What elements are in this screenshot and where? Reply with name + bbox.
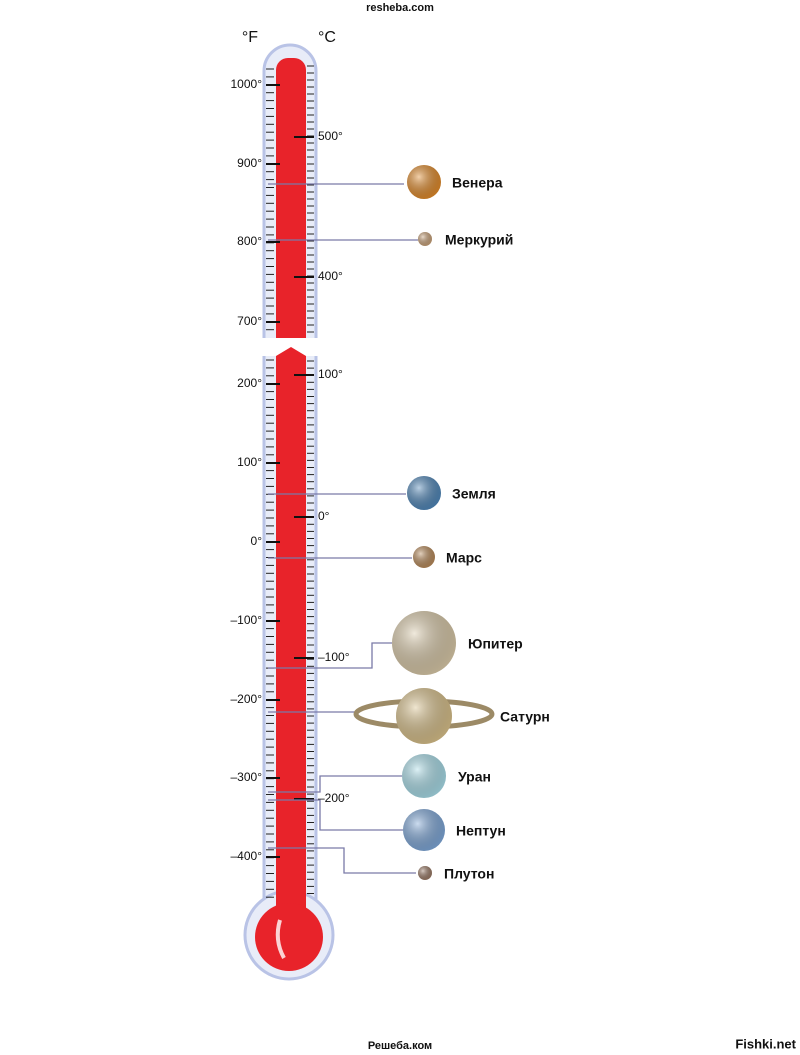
unit-f: °F bbox=[242, 29, 258, 46]
watermark: Fishki.net bbox=[735, 1036, 796, 1051]
f-tick-label: 0° bbox=[251, 534, 263, 548]
leader-line bbox=[268, 775, 402, 793]
c-tick-label: –100° bbox=[318, 650, 350, 664]
f-tick-label: 100° bbox=[237, 455, 262, 469]
planet-name: Венера bbox=[452, 175, 503, 191]
leader-line bbox=[268, 847, 416, 874]
leader-line bbox=[268, 799, 403, 831]
c-tick-label: 500° bbox=[318, 129, 343, 143]
f-tick-label: 700° bbox=[237, 314, 262, 328]
c-tick-label: 0° bbox=[318, 509, 330, 523]
header: resheba.com bbox=[366, 2, 434, 14]
planet-shade bbox=[418, 232, 432, 246]
planet-shade bbox=[403, 809, 445, 851]
planet-name: Уран bbox=[458, 769, 491, 785]
c-tick-label: –200° bbox=[318, 791, 350, 805]
f-tick-label: 900° bbox=[237, 156, 262, 170]
planet-name: Меркурий bbox=[445, 232, 513, 248]
planet-name: Сатурн bbox=[500, 709, 550, 725]
planet-name: Плутон bbox=[444, 866, 494, 882]
f-tick-label: –300° bbox=[231, 770, 263, 784]
f-tick-label: –400° bbox=[231, 849, 263, 863]
planet-shade bbox=[392, 611, 456, 675]
planet-name: Нептун bbox=[456, 823, 506, 839]
planet-name: Юпитер bbox=[468, 636, 523, 652]
c-tick-label: 100° bbox=[318, 367, 343, 381]
f-tick-label: 1000° bbox=[231, 77, 263, 91]
planet-name: Марс bbox=[446, 550, 482, 566]
planet-shade bbox=[413, 546, 435, 568]
unit-c: °C bbox=[318, 29, 336, 46]
planet-name: Земля bbox=[452, 486, 496, 502]
planet-shade bbox=[407, 165, 441, 199]
footer: Решеба.ком bbox=[368, 1040, 432, 1052]
c-tick-label: 400° bbox=[318, 269, 343, 283]
planet-shade bbox=[402, 754, 446, 798]
f-tick-label: 800° bbox=[237, 234, 262, 248]
planet-shade bbox=[396, 688, 452, 744]
f-tick-label: 200° bbox=[237, 376, 262, 390]
scale-ticks bbox=[266, 65, 314, 898]
planet-shade bbox=[407, 476, 441, 510]
planet-shade bbox=[418, 866, 432, 880]
f-tick-label: –200° bbox=[231, 692, 263, 706]
f-tick-label: –100° bbox=[231, 613, 263, 627]
leader-line bbox=[268, 642, 392, 669]
